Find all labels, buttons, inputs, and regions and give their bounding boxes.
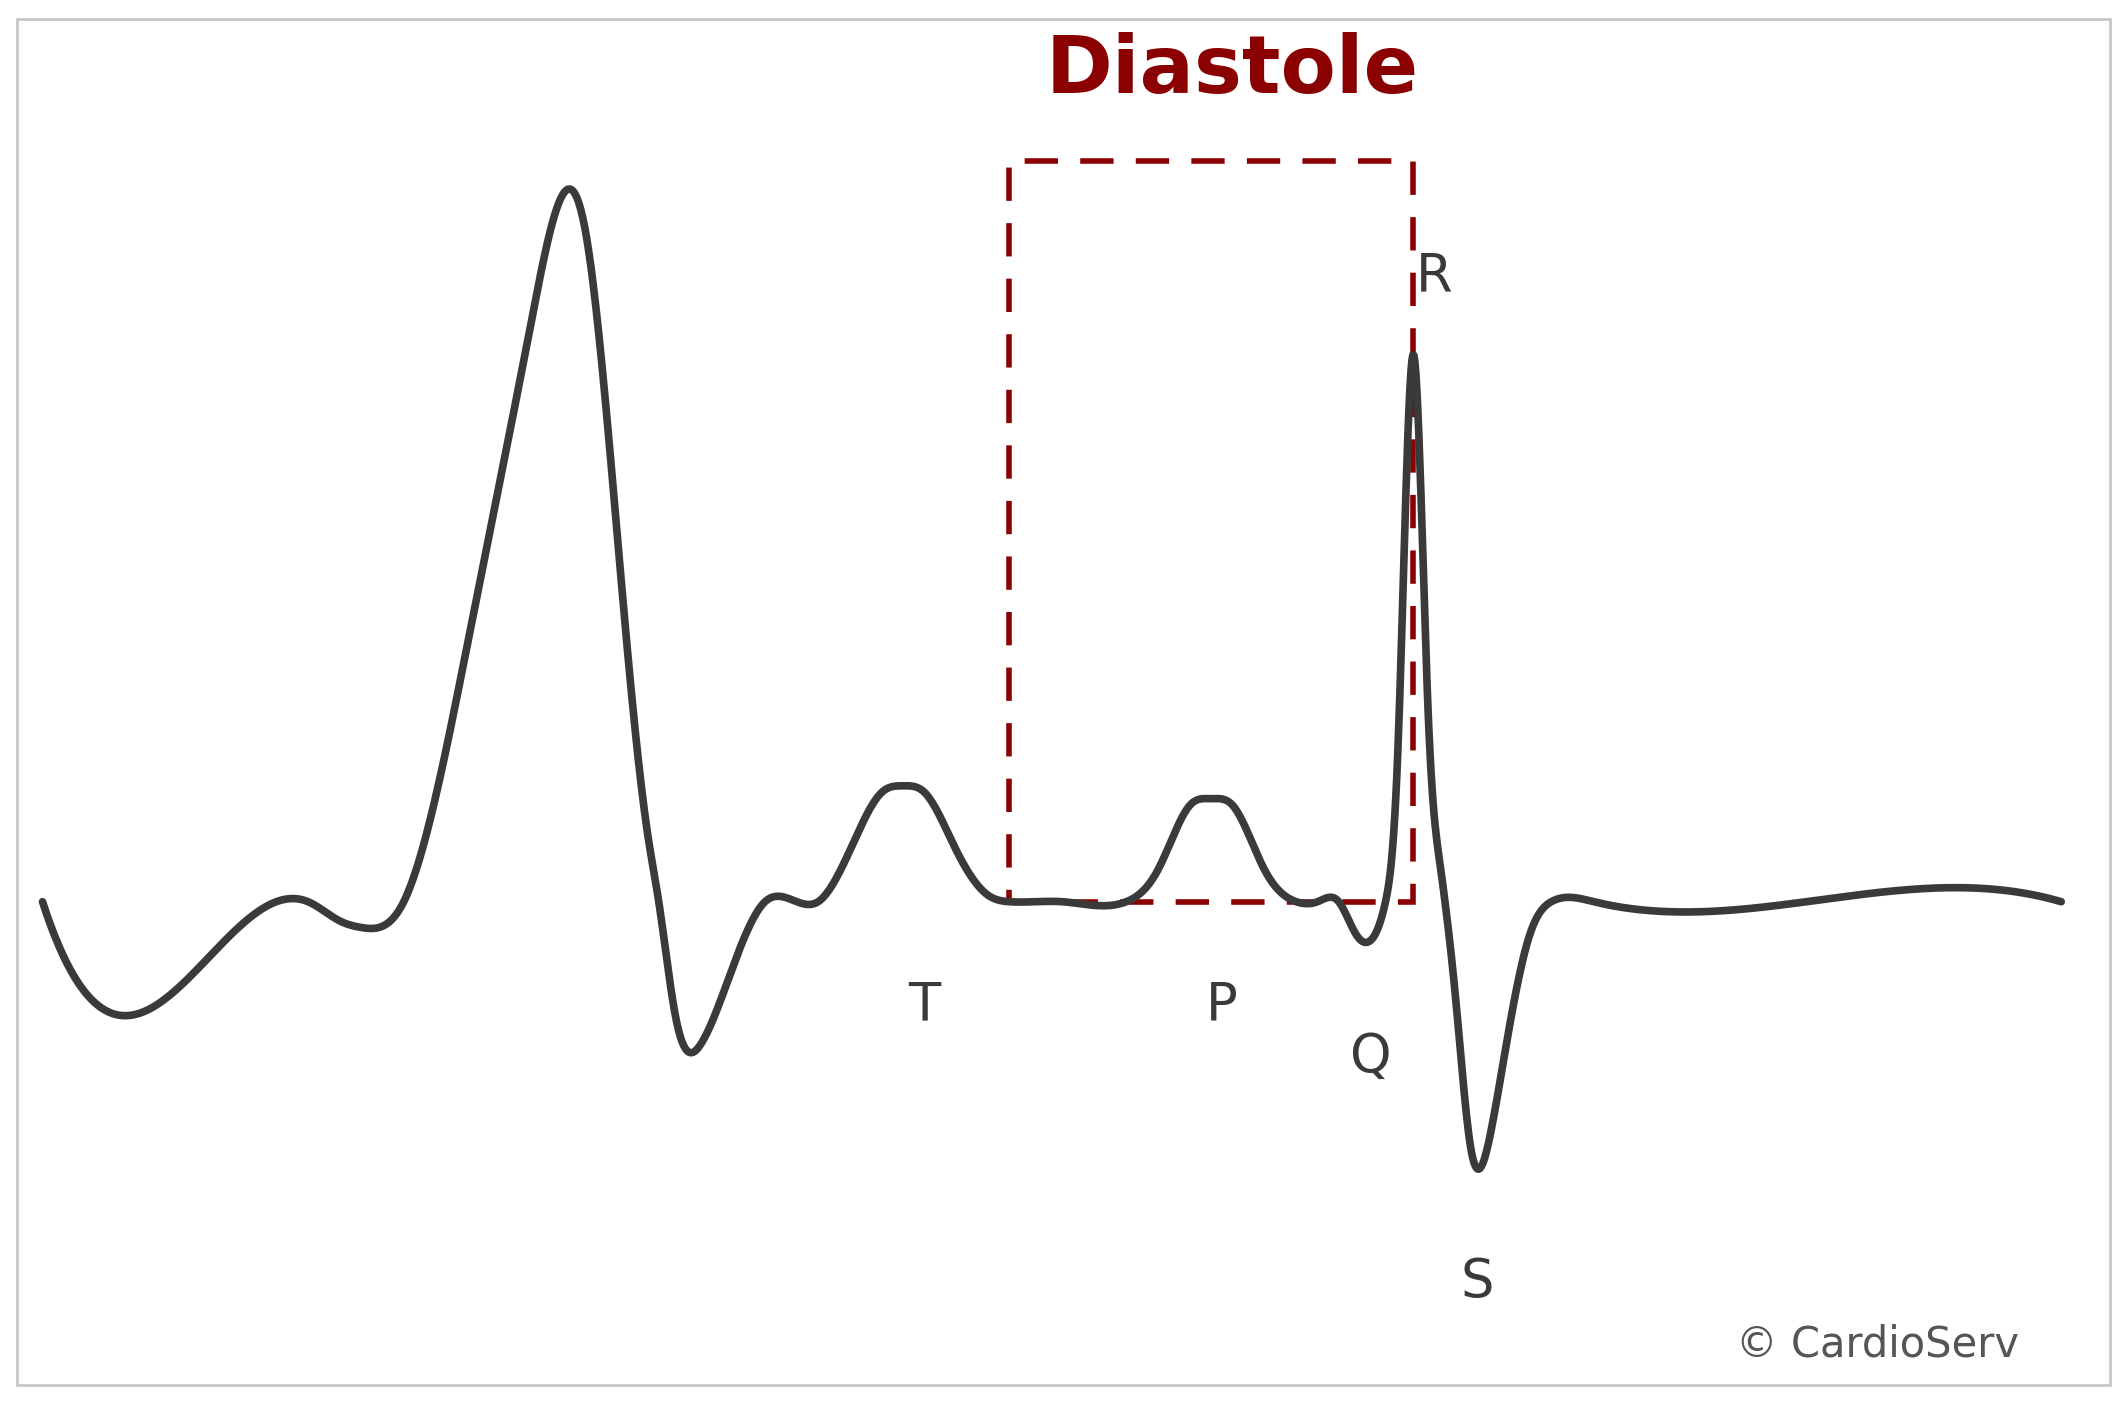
Text: S: S <box>1460 1255 1494 1308</box>
Text: R: R <box>1415 251 1454 303</box>
Text: © CardioServ: © CardioServ <box>1736 1323 2019 1366</box>
Bar <box>1009 162 1413 901</box>
Text: P: P <box>1207 979 1237 1032</box>
Text: Diastole: Diastole <box>1046 33 1420 111</box>
Text: T: T <box>907 979 941 1032</box>
Text: Q: Q <box>1349 1030 1392 1083</box>
